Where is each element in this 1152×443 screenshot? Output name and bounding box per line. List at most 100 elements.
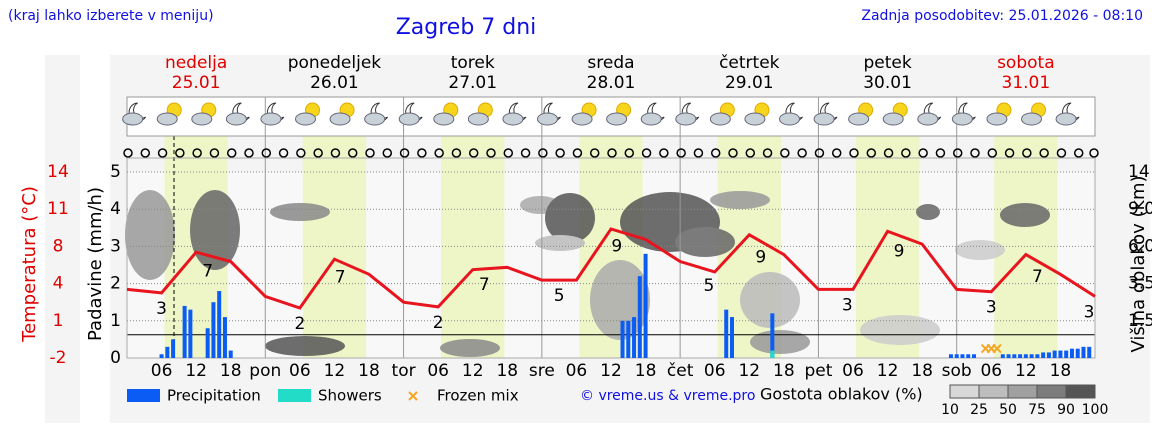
- cloud: [710, 191, 770, 209]
- precip-bar: [1000, 354, 1005, 358]
- cloud-icon: [225, 112, 247, 126]
- legend-label: Precipitation: [167, 387, 261, 405]
- day-name: torek: [451, 53, 495, 73]
- y2-tick-label: 14: [47, 162, 69, 182]
- cloud-icon: [571, 112, 593, 126]
- wind-calm: [693, 148, 704, 158]
- x-tick-label: 12: [462, 361, 484, 381]
- day-date: 26.01: [310, 73, 359, 93]
- cloud-density: [125, 190, 1050, 357]
- credit: © vreme.us & vreme.pro: [580, 388, 755, 404]
- cloud-icon: [295, 112, 316, 126]
- wind-calm: [347, 148, 358, 158]
- wind-calm: [140, 148, 151, 158]
- day-name: četrtek: [719, 53, 780, 73]
- y3-tick-label: 1.5: [1128, 311, 1152, 331]
- wind-calm: [1073, 148, 1084, 158]
- x-tick-label: 18: [911, 361, 933, 381]
- x-tick-label: 06: [151, 361, 173, 381]
- wind-calm: [952, 148, 963, 158]
- wind-calm: [849, 148, 859, 158]
- x-tick-label: 18: [635, 361, 657, 381]
- cloud-legend-box: [1065, 384, 1096, 399]
- cloud-icon: [260, 112, 282, 126]
- cloud-icon: [709, 112, 731, 126]
- precip-bar: [217, 291, 222, 358]
- precip-bar: [960, 354, 965, 358]
- precip-bar: [643, 253, 648, 358]
- temperature-label: 7: [335, 268, 346, 288]
- y-tick-label: 1: [110, 311, 121, 331]
- x-tick-label: sre: [529, 361, 555, 381]
- daylight-band: [855, 97, 920, 358]
- cloud-legend-label: 90: [1057, 402, 1075, 418]
- y2-tick-label: 1: [53, 311, 64, 331]
- temperature-label: 5: [704, 276, 715, 296]
- temperature-label: 3: [986, 298, 997, 318]
- y2-axis-title: Temperatura (°C): [19, 186, 40, 343]
- temperature-line: [126, 227, 1096, 310]
- precip-bar: [1029, 354, 1034, 358]
- y3-tick-label: 9.0: [1128, 199, 1152, 219]
- cloud: [955, 240, 1005, 260]
- wind-calm: [157, 148, 168, 158]
- x-tick-label: tor: [392, 361, 416, 381]
- precip-bar: [1075, 348, 1080, 358]
- precip-bar: [1087, 346, 1092, 358]
- cloud: [740, 272, 800, 328]
- wind-calm: [901, 148, 911, 158]
- day-date: 31.01: [1002, 73, 1051, 93]
- precip-bar: [205, 328, 210, 358]
- wind-calm: [382, 148, 393, 158]
- day-name: petek: [863, 53, 911, 73]
- x-tick-label: 06: [704, 361, 726, 381]
- y-tick-label: 2: [110, 274, 121, 294]
- y3-axis-title: Višina oblakov (km): [1128, 175, 1149, 352]
- cloud: [125, 190, 175, 280]
- wind-calm: [417, 148, 427, 158]
- cloud: [1000, 203, 1050, 227]
- precip-bar: [165, 346, 170, 358]
- wind-calm: [607, 148, 617, 158]
- temperature-label: 7: [1032, 267, 1043, 287]
- wind-calm: [589, 148, 600, 158]
- cloud: [750, 330, 810, 354]
- wind-calm: [641, 148, 652, 158]
- temperature-label: 3: [1084, 302, 1095, 322]
- wind-calm: [1004, 148, 1015, 158]
- cloud-icon: [986, 112, 1008, 126]
- cloud-icon: [779, 112, 800, 126]
- legend-swatch: [127, 389, 160, 402]
- wind-calm: [503, 148, 514, 158]
- x-tick-label: 06: [427, 361, 449, 381]
- note: (kraj lahko izberete v meniju): [8, 8, 214, 24]
- wind-calm: [244, 148, 254, 158]
- precip-bar: [1035, 354, 1040, 358]
- wind-calm: [434, 148, 444, 158]
- y-axis-title: Padavine (mm/h): [85, 187, 106, 341]
- temperature-label: 2: [433, 313, 444, 333]
- precip-bar: [620, 320, 625, 358]
- wind-calm: [676, 148, 686, 158]
- cloud-icon: [1055, 112, 1077, 126]
- cloud-legend-box: [978, 384, 1009, 399]
- precip-bar: [1058, 350, 1063, 358]
- wind-calm: [780, 148, 790, 158]
- wind-calm: [710, 148, 721, 158]
- cloud: [860, 315, 940, 345]
- y3-tick-label: 3.5: [1128, 274, 1152, 294]
- wind-calm: [831, 148, 842, 158]
- cloud-legend-box: [949, 384, 980, 399]
- cloud-icon: [848, 112, 870, 126]
- precip-bar: [1081, 346, 1086, 358]
- wind-calm: [745, 148, 756, 158]
- y-tick-label: 4: [110, 199, 121, 219]
- precip-bar: [171, 339, 176, 358]
- precip-bar: [1052, 350, 1057, 358]
- precip-bar: [954, 354, 959, 358]
- wind-calm: [468, 148, 479, 158]
- x-tick-label: 18: [220, 361, 242, 381]
- y3-tick-label: 6.0: [1128, 236, 1152, 256]
- x-tick-label: čet: [667, 361, 694, 381]
